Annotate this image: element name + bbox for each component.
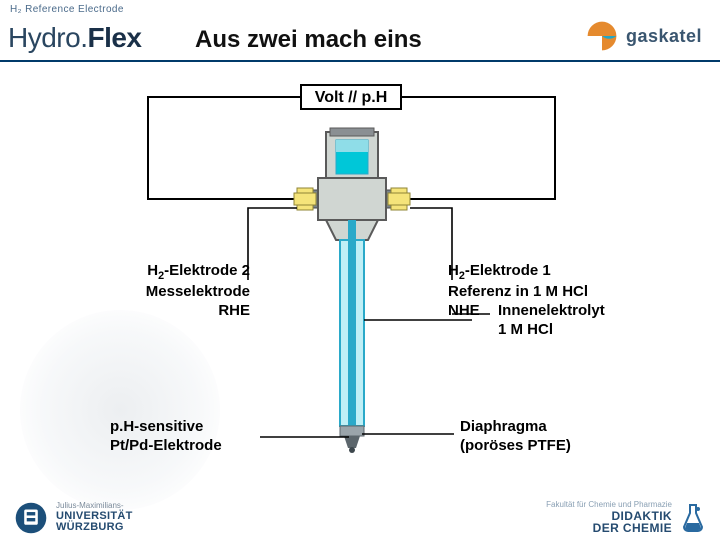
gaskatel-icon (584, 18, 620, 54)
page-title: Aus zwei mach eins (195, 26, 422, 54)
sensor-body (294, 128, 410, 453)
label-innenelektrolyt: Innenelektrolyt 1 M HCl (498, 302, 678, 340)
university-logo-block: Julius-Maximilians- UNIVERSITÄT WÜRZBURG (14, 501, 133, 535)
label-ph-sensitive: p.H-sensitive Pt/Pd-Elektrode (110, 418, 260, 456)
header: H₂ Reference Electrode Hydro.Flex Aus zw… (0, 0, 720, 62)
gaskatel-text: gaskatel (626, 26, 702, 47)
flask-icon (680, 503, 706, 533)
header-subtitle: H₂ Reference Electrode (10, 4, 124, 15)
logo-bold: Flex (87, 22, 141, 53)
footer: Julius-Maximilians- UNIVERSITÄT WÜRZBURG… (0, 498, 720, 540)
leader-lines (248, 208, 490, 437)
didaktik-text: Fakultät für Chemie und Pharmazie DIDAKT… (546, 501, 672, 535)
label-h2-electrode-2: H2-Elektrode 2 Messelektrode RHE (120, 262, 250, 321)
university-text: Julius-Maximilians- UNIVERSITÄT WÜRZBURG (56, 502, 133, 533)
gaskatel-brand: gaskatel (584, 18, 702, 54)
label-diaphragma: Diaphragma (poröses PTFE) (460, 418, 660, 456)
content-area: Volt // p.H (0, 62, 720, 498)
hydroflex-logo: Hydro.Flex (8, 22, 142, 54)
logo-light: Hydro. (8, 22, 87, 53)
wuerzburg-crest-icon (14, 501, 48, 535)
didaktik-block: Fakultät für Chemie und Pharmazie DIDAKT… (546, 501, 706, 535)
